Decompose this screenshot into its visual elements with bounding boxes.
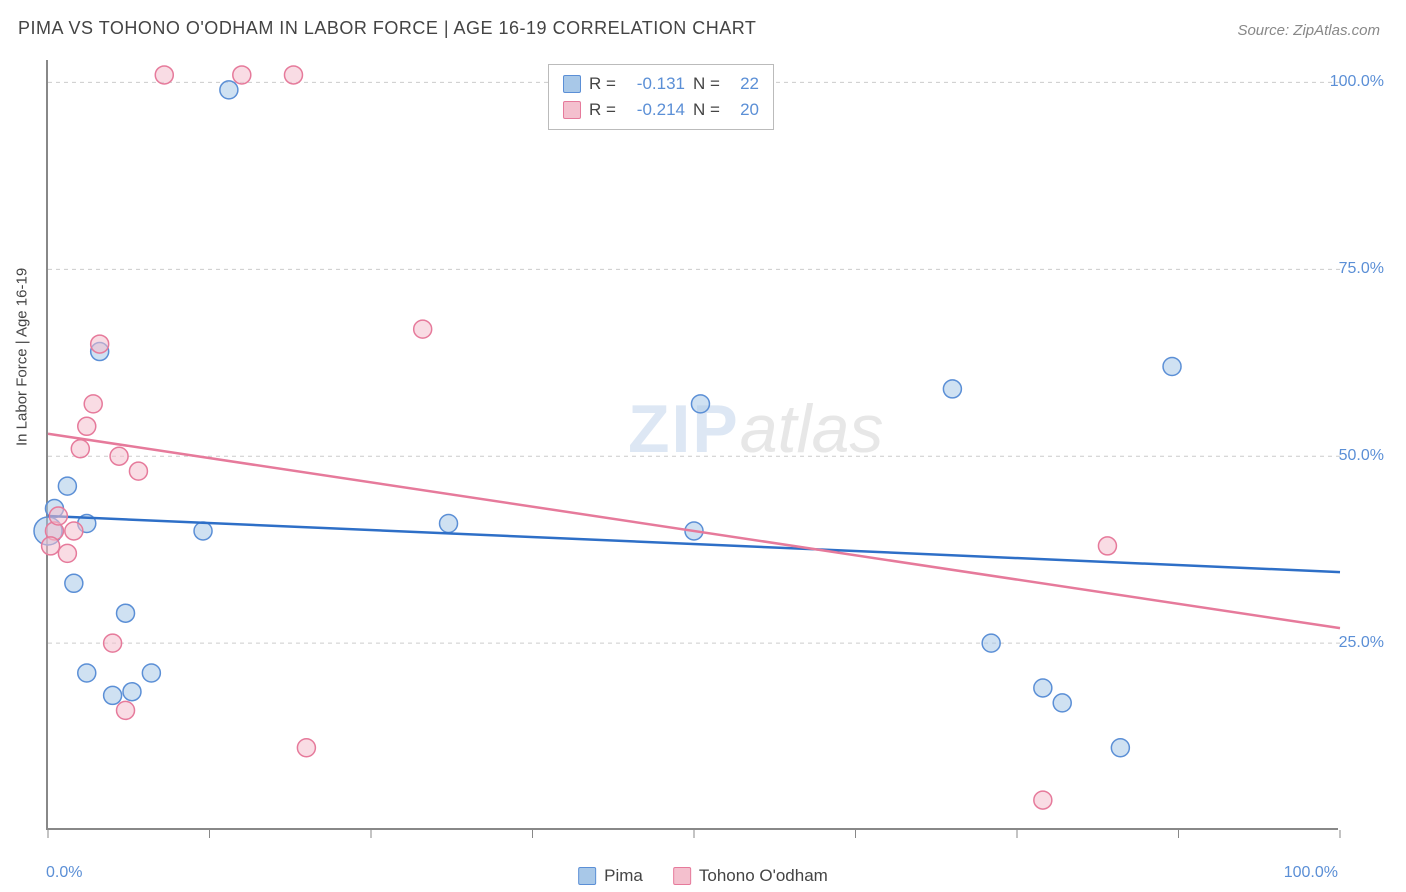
data-point <box>233 66 251 84</box>
data-point <box>58 477 76 495</box>
legend-swatch <box>673 867 691 885</box>
source-label: Source: ZipAtlas.com <box>1237 22 1380 39</box>
data-point <box>1034 679 1052 697</box>
legend-N-value: 22 <box>729 71 759 97</box>
chart-svg <box>48 60 1338 828</box>
legend-R-value: -0.214 <box>625 97 685 123</box>
legend-series: Pima Tohono O'odham <box>578 866 828 886</box>
data-point <box>104 634 122 652</box>
data-point <box>91 335 109 353</box>
data-point <box>78 417 96 435</box>
data-point <box>1098 537 1116 555</box>
trend-line <box>48 434 1340 628</box>
y-tick-label: 100.0% <box>1330 73 1384 91</box>
data-point <box>65 574 83 592</box>
data-point <box>42 537 60 555</box>
legend-N-value: 20 <box>729 97 759 123</box>
legend-series-label: Pima <box>604 866 643 886</box>
chart-plot-area: ZIPatlas R =-0.131N =22R =-0.214N =20 <box>46 60 1338 830</box>
data-point <box>297 739 315 757</box>
data-point <box>1163 358 1181 376</box>
legend-N-label: N = <box>693 71 721 97</box>
data-point <box>58 544 76 562</box>
legend-swatch <box>578 867 596 885</box>
data-point <box>104 686 122 704</box>
data-point <box>943 380 961 398</box>
data-point <box>1034 791 1052 809</box>
data-point <box>414 320 432 338</box>
y-tick-label: 75.0% <box>1339 260 1384 278</box>
data-point <box>129 462 147 480</box>
legend-R-value: -0.131 <box>625 71 685 97</box>
data-point <box>982 634 1000 652</box>
legend-swatch <box>563 101 581 119</box>
legend-correlation: R = -0.131 N = 22 R = -0.214 N = 20 <box>548 64 774 130</box>
y-tick-label: 25.0% <box>1339 634 1384 652</box>
data-point <box>49 507 67 525</box>
legend-swatch <box>563 75 581 93</box>
data-point <box>440 514 458 532</box>
data-point <box>78 664 96 682</box>
y-tick-label: 50.0% <box>1339 447 1384 465</box>
data-point <box>1111 739 1129 757</box>
legend-R-label: R = <box>589 71 617 97</box>
data-point <box>155 66 173 84</box>
data-point <box>65 522 83 540</box>
data-point <box>84 395 102 413</box>
data-point <box>194 522 212 540</box>
legend-correlation-row: R = -0.214 N = 20 <box>563 97 759 123</box>
data-point <box>691 395 709 413</box>
data-point <box>110 447 128 465</box>
data-point <box>220 81 238 99</box>
legend-series-label: Tohono O'odham <box>699 866 828 886</box>
legend-correlation-row: R = -0.131 N = 22 <box>563 71 759 97</box>
legend-series-item: Pima <box>578 866 643 886</box>
x-tick-label-min: 0.0% <box>46 864 82 882</box>
y-axis-label: In Labor Force | Age 16-19 <box>14 268 31 446</box>
data-point <box>123 683 141 701</box>
data-point <box>71 440 89 458</box>
legend-R-label: R = <box>589 97 617 123</box>
x-tick-label-max: 100.0% <box>1284 864 1338 882</box>
data-point <box>117 701 135 719</box>
data-point <box>117 604 135 622</box>
legend-N-label: N = <box>693 97 721 123</box>
data-point <box>1053 694 1071 712</box>
legend-series-item: Tohono O'odham <box>673 866 828 886</box>
data-point <box>142 664 160 682</box>
chart-title: PIMA VS TOHONO O'ODHAM IN LABOR FORCE | … <box>18 18 756 39</box>
data-point <box>284 66 302 84</box>
